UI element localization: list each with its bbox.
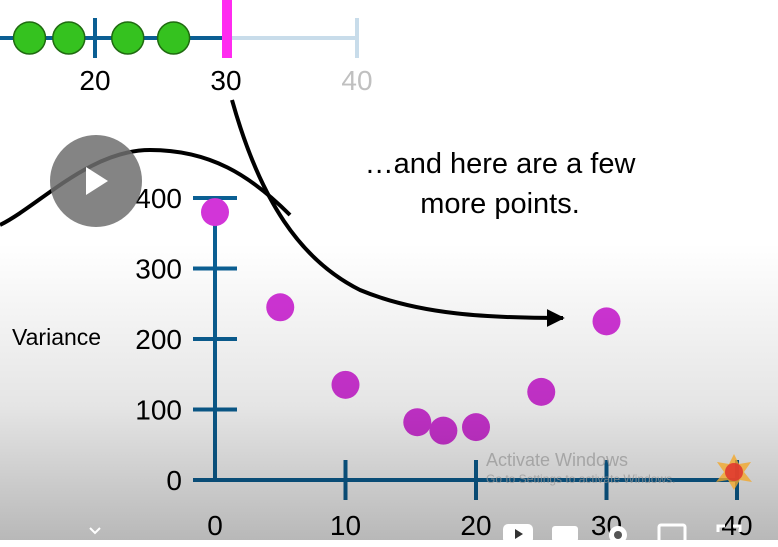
green-data-point: [111, 21, 145, 55]
fullscreen-icon[interactable]: [716, 524, 742, 544]
watermark-subtitle: Go to Settings to activate Windows.: [486, 472, 676, 486]
data-point: [403, 408, 432, 437]
x-tick-label: 10: [330, 510, 361, 540]
data-point: [266, 293, 295, 322]
watermark-title: Activate Windows: [486, 450, 629, 470]
top-axis-tick-label: 30: [210, 65, 241, 96]
top-axis-tick-label: 20: [79, 65, 110, 96]
channel-logo-icon: [716, 454, 752, 490]
green-data-point: [156, 21, 191, 55]
player-controls-bar: [0, 506, 778, 545]
cast-icon[interactable]: [656, 523, 688, 545]
y-tick-label: 200: [135, 324, 182, 355]
data-point: [592, 307, 621, 336]
chevron-down-icon[interactable]: [88, 526, 102, 536]
y-tick-label: 100: [135, 395, 182, 426]
youtube-icon[interactable]: [503, 524, 533, 544]
data-point: [201, 198, 229, 227]
y-axis-label: Variance: [12, 324, 101, 350]
annotation-arrow: [230, 99, 565, 327]
top-axis-tick-label: 40: [341, 65, 372, 96]
green-data-point: [12, 21, 47, 55]
captions-icon[interactable]: [551, 525, 579, 543]
data-point: [527, 377, 556, 406]
x-tick-label: 20: [460, 510, 491, 540]
annotation-text-line2: more points.: [420, 188, 580, 220]
settings-gear-icon[interactable]: [606, 523, 630, 547]
distribution-curve: [0, 147, 292, 227]
y-tick-label: 400: [135, 183, 182, 214]
play-icon: [86, 167, 108, 195]
data-point: [429, 416, 458, 445]
top-number-line: 20 30 40: [0, 0, 373, 96]
activate-windows-watermark: Activate Windows Go to Settings to activ…: [486, 449, 675, 486]
data-point: [462, 413, 490, 442]
green-data-point: [52, 21, 86, 55]
y-tick-label: 300: [135, 254, 182, 285]
annotation-text-line1: …and here are a few: [365, 148, 637, 180]
highlight-marker: [222, 0, 232, 58]
x-tick-label: 0: [207, 510, 223, 540]
y-tick-label: 0: [166, 465, 182, 496]
data-point: [331, 370, 360, 399]
play-button[interactable]: [50, 135, 142, 227]
